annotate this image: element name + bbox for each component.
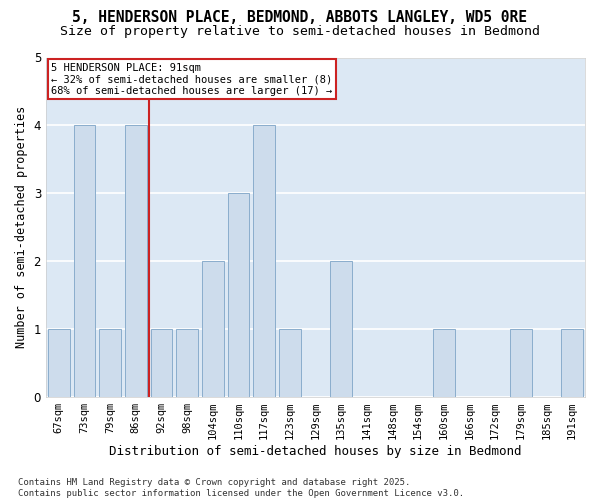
Bar — [202, 261, 224, 396]
Bar — [253, 126, 275, 396]
Bar — [176, 329, 198, 396]
Bar — [279, 329, 301, 396]
Bar — [74, 126, 95, 396]
Text: Size of property relative to semi-detached houses in Bedmond: Size of property relative to semi-detach… — [60, 25, 540, 38]
Text: 5, HENDERSON PLACE, BEDMOND, ABBOTS LANGLEY, WD5 0RE: 5, HENDERSON PLACE, BEDMOND, ABBOTS LANG… — [73, 10, 527, 25]
Bar — [561, 329, 583, 396]
Bar — [433, 329, 455, 396]
Bar — [330, 261, 352, 396]
Bar — [151, 329, 172, 396]
Y-axis label: Number of semi-detached properties: Number of semi-detached properties — [15, 106, 28, 348]
Bar — [227, 193, 250, 396]
Bar — [125, 126, 146, 396]
Bar — [48, 329, 70, 396]
X-axis label: Distribution of semi-detached houses by size in Bedmond: Distribution of semi-detached houses by … — [109, 444, 522, 458]
Text: 5 HENDERSON PLACE: 91sqm
← 32% of semi-detached houses are smaller (8)
68% of se: 5 HENDERSON PLACE: 91sqm ← 32% of semi-d… — [52, 62, 332, 96]
Text: Contains HM Land Registry data © Crown copyright and database right 2025.
Contai: Contains HM Land Registry data © Crown c… — [18, 478, 464, 498]
Bar — [99, 329, 121, 396]
Bar — [510, 329, 532, 396]
